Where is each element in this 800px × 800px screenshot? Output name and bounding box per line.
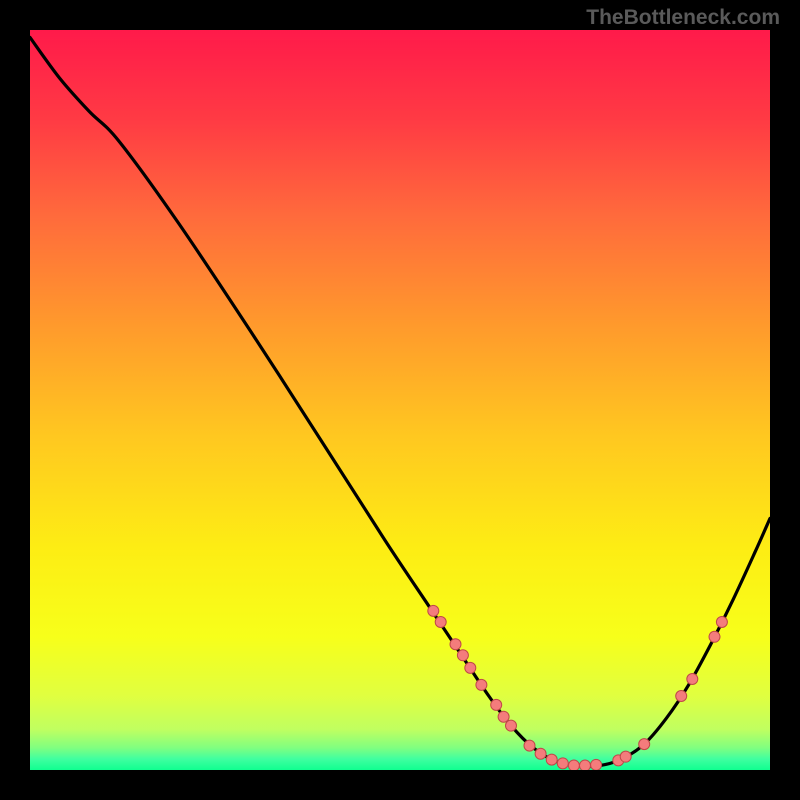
data-marker <box>591 759 602 770</box>
data-marker <box>428 605 439 616</box>
data-marker <box>506 720 517 731</box>
chart-svg <box>30 30 770 770</box>
data-marker <box>450 639 461 650</box>
data-marker <box>524 740 535 751</box>
data-marker <box>676 691 687 702</box>
data-marker <box>465 662 476 673</box>
chart-plot-area <box>30 30 770 770</box>
data-marker <box>498 711 509 722</box>
data-marker <box>568 760 579 770</box>
gradient-background <box>30 30 770 770</box>
data-marker <box>557 758 568 769</box>
data-marker <box>639 739 650 750</box>
data-marker <box>546 754 557 765</box>
data-marker <box>491 699 502 710</box>
data-marker <box>580 760 591 770</box>
data-marker <box>535 748 546 759</box>
watermark-text: TheBottleneck.com <box>586 6 780 30</box>
data-marker <box>435 617 446 628</box>
data-marker <box>457 650 468 661</box>
data-marker <box>620 751 631 762</box>
data-marker <box>709 631 720 642</box>
data-marker <box>716 617 727 628</box>
data-marker <box>687 673 698 684</box>
data-marker <box>476 679 487 690</box>
